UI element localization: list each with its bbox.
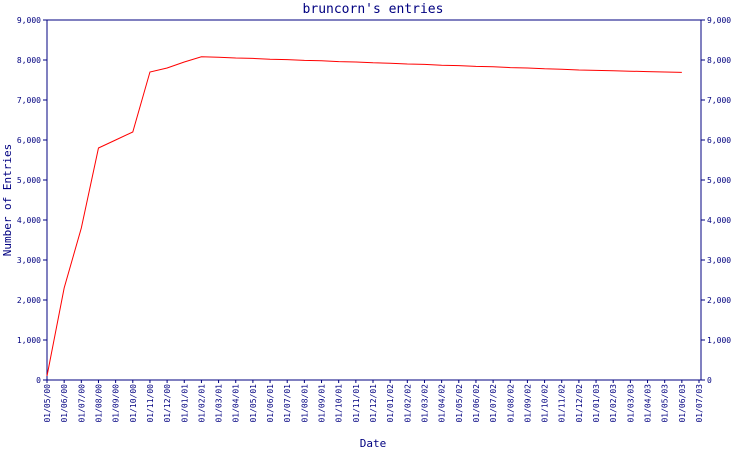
y-tick-label: 2,000: [17, 296, 41, 305]
x-tick-label: 01/09/02: [523, 384, 532, 423]
x-tick-label: 01/02/03: [609, 384, 618, 423]
x-tick-label: 01/03/01: [215, 384, 224, 423]
x-tick-label: 01/05/03: [661, 384, 670, 423]
x-axis-label: Date: [360, 437, 387, 450]
x-tick-label: 01/05/00: [43, 384, 52, 423]
y-tick-label: 5,000: [17, 176, 41, 185]
plot-frame: [46, 19, 702, 381]
x-tick-label: 01/04/01: [232, 384, 241, 423]
y2-tick-label: 6,000: [707, 136, 731, 145]
y-tick-label: 7,000: [17, 96, 41, 105]
y2-tick-label: 0: [707, 376, 712, 385]
chart-title: bruncorn's entries: [303, 2, 444, 17]
x-tick-label: 01/01/01: [180, 384, 189, 423]
x-tick-label: 01/03/03: [626, 384, 635, 423]
x-tick-label: 01/06/00: [60, 384, 69, 423]
x-tick-label: 01/12/01: [369, 384, 378, 423]
x-tick-label: 01/01/02: [386, 384, 395, 423]
y-tick-label: 8,000: [17, 56, 41, 65]
x-tick-label: 01/06/02: [472, 384, 481, 423]
x-tick-label: 01/06/01: [266, 384, 275, 423]
x-tick-label: 01/11/00: [146, 384, 155, 423]
x-tick-label: 01/11/02: [558, 384, 567, 423]
x-tick-label: 01/07/02: [489, 384, 498, 423]
x-tick-label: 01/07/00: [77, 384, 86, 423]
x-tick-label: 01/12/00: [163, 384, 172, 423]
y2-tick-label: 1,000: [707, 336, 731, 345]
x-tick-label: 01/06/03: [678, 384, 687, 423]
x-tick-label: 01/12/02: [575, 384, 584, 423]
x-tick-label: 01/02/02: [403, 384, 412, 423]
y-tick-label: 6,000: [17, 136, 41, 145]
y2-tick-label: 9,000: [707, 16, 731, 25]
y-tick-label: 3,000: [17, 256, 41, 265]
x-tick-label: 01/02/01: [197, 384, 206, 423]
y-tick-label: 4,000: [17, 216, 41, 225]
x-tick-label: 01/10/02: [541, 384, 550, 423]
y2-tick-label: 8,000: [707, 56, 731, 65]
y2-tick-label: 4,000: [707, 216, 731, 225]
x-tick-label: 01/11/01: [352, 384, 361, 423]
y2-tick-label: 3,000: [707, 256, 731, 265]
x-tick-label: 01/08/01: [300, 384, 309, 423]
y2-tick-label: 5,000: [707, 176, 731, 185]
x-tick-label: 01/07/01: [283, 384, 292, 423]
y-tick-label: 1,000: [17, 336, 41, 345]
x-tick-label: 01/04/03: [644, 384, 653, 423]
x-tick-label: 01/10/00: [129, 384, 138, 423]
x-tick-label: 01/03/02: [420, 384, 429, 423]
x-tick-label: 01/05/01: [249, 384, 258, 423]
y-tick-label: 9,000: [17, 16, 41, 25]
x-tick-label: 01/08/00: [94, 384, 103, 423]
x-tick-label: 01/01/03: [592, 384, 601, 423]
x-tick-label: 01/10/01: [335, 384, 344, 423]
x-tick-label: 01/08/02: [506, 384, 515, 423]
y2-tick-label: 7,000: [707, 96, 731, 105]
data-line: [46, 56, 682, 377]
x-tick-label: 01/09/01: [318, 384, 327, 423]
x-tick-label: 01/07/03: [695, 384, 704, 423]
y-axis-label: Number of Entries: [1, 144, 14, 257]
x-tick-label: 01/09/00: [112, 384, 121, 423]
y-tick-label: 0: [36, 376, 41, 385]
y2-tick-label: 2,000: [707, 296, 731, 305]
x-tick-label: 01/05/02: [455, 384, 464, 423]
x-tick-label: 01/04/02: [438, 384, 447, 423]
